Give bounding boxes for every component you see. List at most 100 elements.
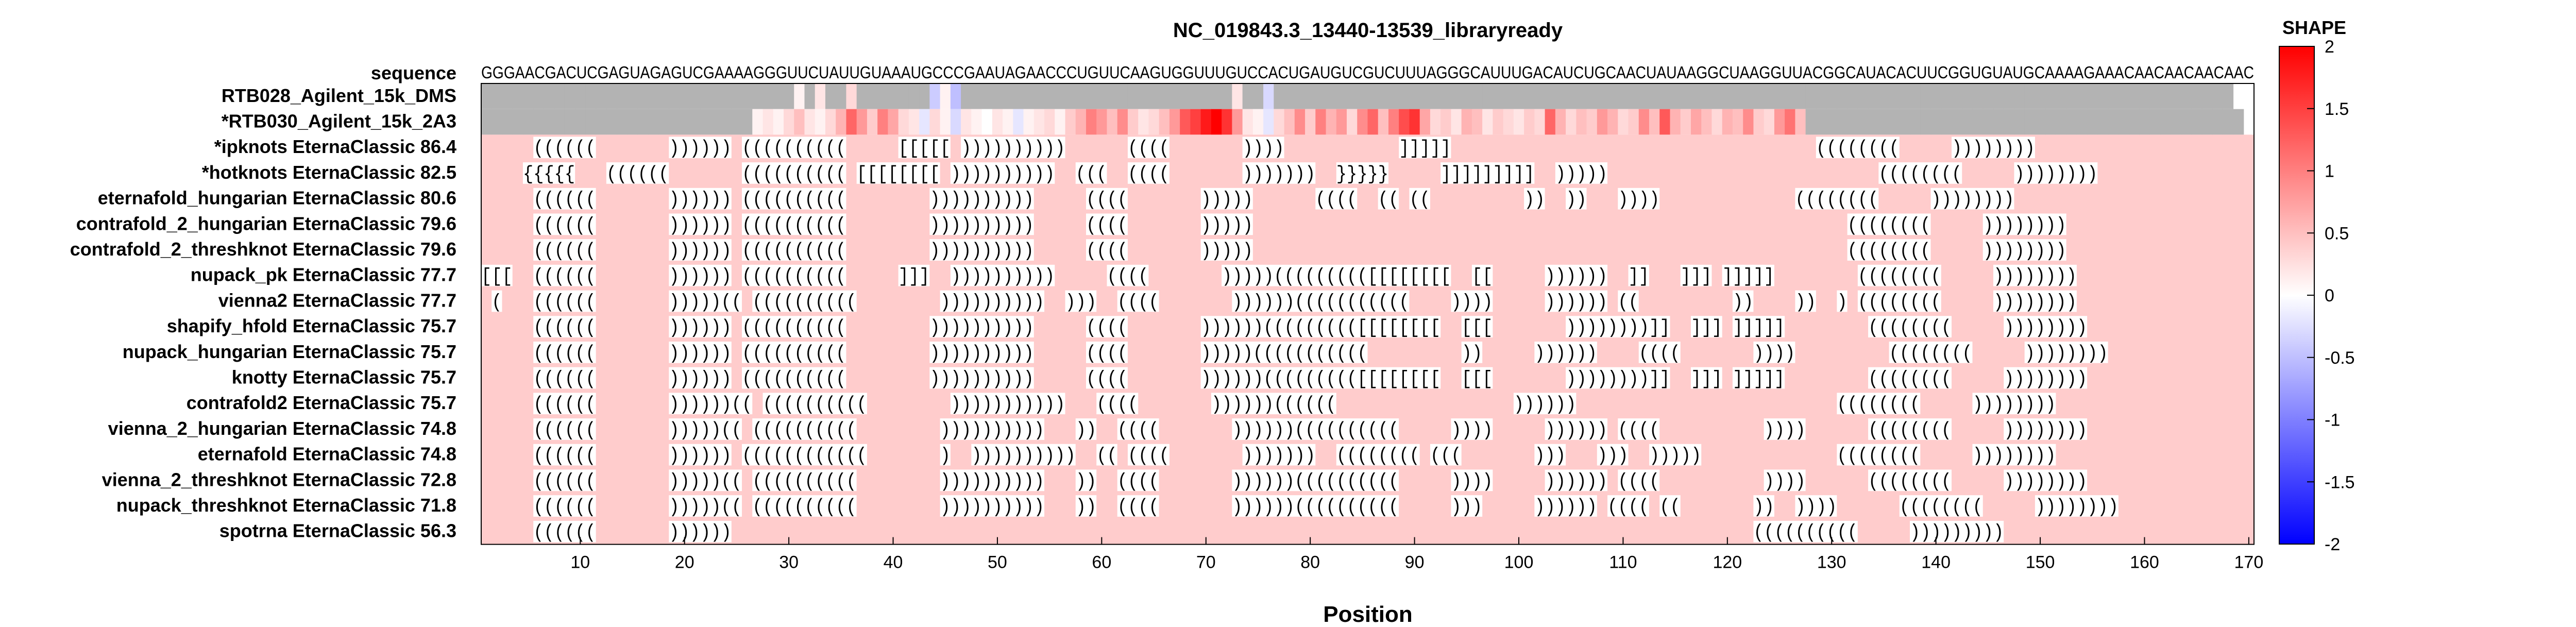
structure-pair-cell [742, 316, 846, 337]
reactivity-cell [1586, 83, 1598, 109]
structure-pair-cell [929, 342, 1034, 363]
reactivity-cell [1086, 109, 1097, 135]
structure-brackets: (((( [1086, 317, 1128, 339]
structure-brackets: (( [1409, 189, 1430, 211]
reactivity-cell [1096, 83, 1108, 109]
structure-row-label: contrafold2 EternaClassic 75.7 [187, 392, 456, 413]
structure-brackets: )))))))) [1972, 394, 2056, 416]
reactivity-cell [502, 83, 513, 109]
structure-brackets: (((((((( [1868, 368, 1952, 390]
structure-brackets: }}}}} [1336, 163, 1388, 185]
structure-brackets: (((((((((( [742, 163, 846, 185]
structure-pair-cell [669, 444, 732, 466]
reactivity-cell [867, 83, 878, 109]
reactivity-cell [689, 109, 701, 135]
structure-brackets: )) [1076, 419, 1096, 442]
reactivity-cell [2139, 83, 2150, 109]
structure-pair-cell [522, 162, 575, 184]
reactivity-cell [1910, 83, 1921, 109]
structure-row-label: eternafold EternaClassic 74.8 [198, 444, 456, 465]
structure-brackets: (((((((( [1336, 445, 1420, 467]
structure-pair-cell [1232, 495, 1399, 517]
structure-pair-cell [1378, 188, 1399, 210]
reactivity-cell [867, 109, 878, 135]
reactivity-cell [2024, 109, 2036, 135]
structure-brackets: [[[ [1462, 317, 1493, 339]
structure-brackets: ))))) [1201, 240, 1253, 262]
structure-brackets: (((((( [606, 163, 669, 185]
reactivity-cell [1044, 83, 1055, 109]
reactivity-cell [1211, 109, 1222, 135]
reactivity-cell [815, 109, 826, 135]
x-tick-label: 150 [2026, 553, 2055, 572]
structure-brackets: ]]] [1681, 266, 1712, 288]
reactivity-cell [1367, 109, 1379, 135]
structure-brackets: (((((((((( [763, 394, 867, 416]
reactivity-cell [1242, 83, 1253, 109]
reactivity-cell [627, 109, 638, 135]
reactivity-cell [1659, 83, 1671, 109]
reactivity-rows: RTB028_Agilent_15k_DMS *RTB030_Agilent_15… [222, 83, 2244, 135]
structure-pair-cell [1732, 367, 1785, 389]
reactivity-cell [2149, 109, 2161, 135]
structure-pair-cell [2024, 342, 2108, 363]
structure-brackets: )))))(( [669, 291, 742, 313]
structure-brackets: )) [1733, 291, 1753, 313]
reactivity-cell [1232, 109, 1243, 135]
structure-brackets: )))))))) [1931, 189, 2014, 211]
reactivity-cell [1419, 83, 1431, 109]
reactivity-cell [1952, 83, 1962, 109]
reactivity-cell [1899, 83, 1910, 109]
reactivity-cell [2118, 109, 2129, 135]
reactivity-cell [762, 83, 774, 109]
reactivity-cell [992, 109, 1003, 135]
structure-rows: *ipknots EternaClassic 86.4(((((())))))(… [70, 134, 2254, 545]
reactivity-cell [2171, 109, 2181, 135]
reactivity-cell [1503, 83, 1514, 109]
x-tick-label: 70 [1196, 553, 1216, 572]
reactivity-cell [1941, 109, 1952, 135]
x-axis: 10 20 30 40 50 60 70 80 90 100 110 120 130 140 150 160 1… [570, 537, 2263, 572]
structure-brackets: )))))))))) [929, 189, 1033, 211]
structure-pair-cell [1200, 367, 1441, 389]
reactivity-cell [1868, 109, 1879, 135]
structure-brackets: )))))))) [1952, 138, 2035, 160]
structure-pair-cell [1680, 264, 1712, 286]
reactivity-cell [1138, 83, 1149, 109]
reactivity-cell [1597, 109, 1608, 135]
reactivity-cell [2024, 83, 2036, 109]
structure-brackets: )))) [1451, 291, 1493, 313]
x-tick-label: 40 [884, 553, 903, 572]
structure-pair-cell [669, 342, 732, 363]
reactivity-cell [1513, 109, 1524, 135]
reactivity-cell [1315, 109, 1327, 135]
structure-brackets: (((((( [533, 470, 596, 493]
reactivity-cell [731, 83, 742, 109]
reactivity-cell [512, 83, 523, 109]
reactivity-cell [1774, 83, 1785, 109]
structure-brackets: (((((( [533, 445, 596, 467]
reactivity-cell [1127, 109, 1139, 135]
structure-pair-cell [1764, 418, 1806, 440]
reactivity-cell [1920, 83, 1931, 109]
reactivity-cell [575, 83, 586, 109]
reactivity-cell [762, 109, 774, 135]
reactivity-cell [1127, 83, 1139, 109]
structure-brackets: )))))))))) [929, 240, 1033, 262]
reactivity-cell [2149, 83, 2161, 109]
reactivity-cell [1148, 109, 1160, 135]
structure-brackets: ))) [1451, 496, 1482, 518]
structure-brackets: (((((((((( [742, 214, 846, 236]
structure-pair-cell [1096, 393, 1139, 415]
structure-pair-cell [533, 239, 596, 261]
structure-pair-cell [1461, 316, 1493, 337]
reactivity-cell [929, 109, 941, 135]
structure-pair-cell [1200, 239, 1253, 261]
structure-brackets: [[[ [1462, 368, 1493, 390]
structure-brackets: (((((((( [1889, 343, 1973, 365]
structure-brackets: )))) [1795, 496, 1837, 518]
reactivity-cell [1805, 109, 1817, 135]
structure-pair-cell [742, 213, 846, 235]
x-tick-label: 60 [1092, 553, 1111, 572]
reactivity-cell [1107, 109, 1118, 135]
